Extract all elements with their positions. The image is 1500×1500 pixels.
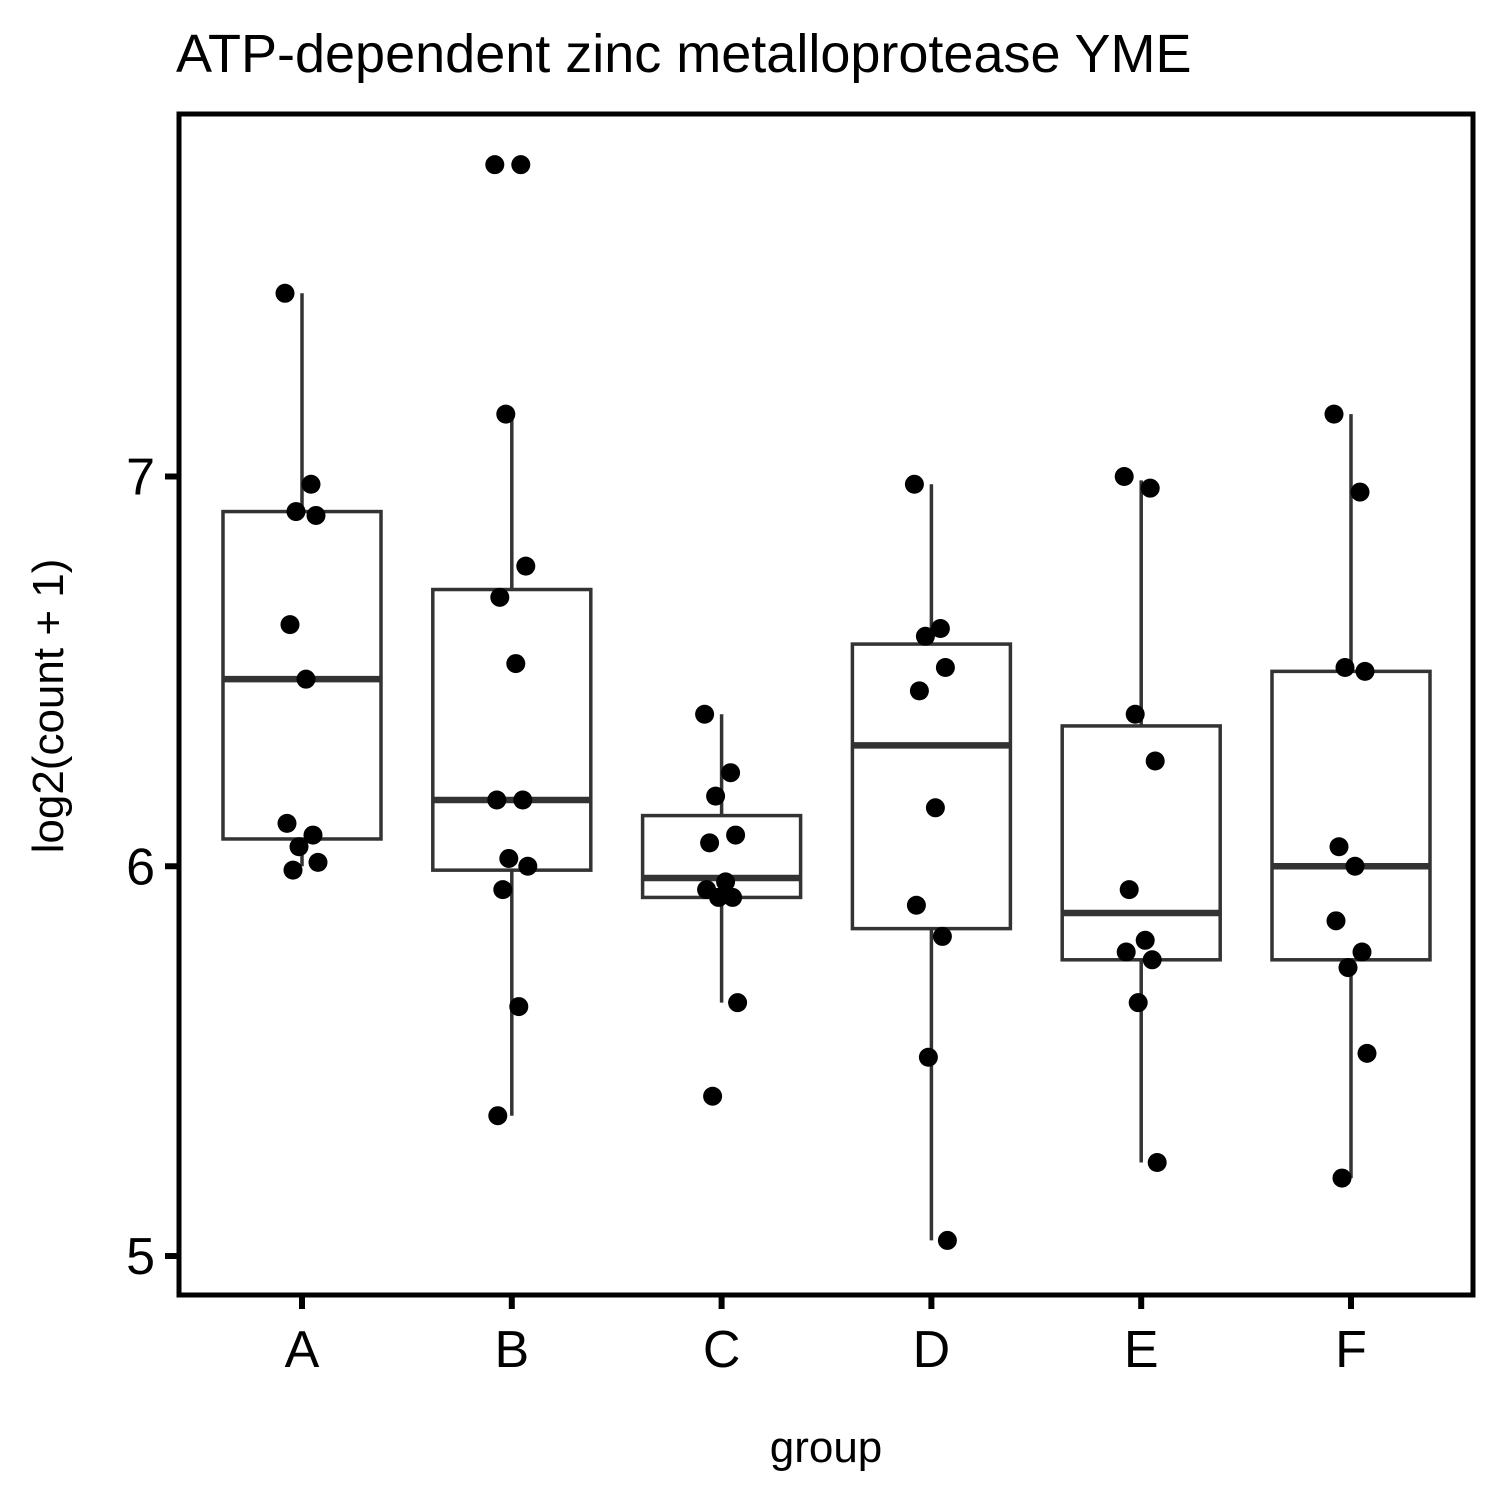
data-point [1147, 1152, 1167, 1172]
data-point [904, 474, 924, 494]
data-point [1119, 880, 1139, 900]
data-point [937, 1230, 957, 1250]
points-group-C [695, 704, 748, 1106]
box-group-E [1060, 480, 1222, 1163]
data-point [1145, 751, 1165, 771]
data-point [283, 860, 303, 880]
data-point [516, 556, 536, 576]
data-point [1329, 837, 1349, 857]
data-point [1326, 911, 1346, 931]
plot-frame [176, 111, 1476, 1298]
data-point [275, 283, 295, 303]
data-point [303, 825, 323, 845]
box-group-D [850, 484, 1013, 1241]
data-point [915, 626, 935, 646]
data-point [488, 1106, 508, 1126]
y-tick-label: 5 [126, 1228, 155, 1286]
box-group-F [1270, 414, 1432, 1179]
data-point [518, 856, 538, 876]
data-point [930, 618, 950, 638]
data-point [935, 657, 955, 677]
points-group-D [904, 474, 957, 1250]
data-point [306, 505, 326, 525]
data-point [932, 926, 952, 946]
box-iqr [431, 587, 593, 872]
data-point [723, 887, 743, 907]
data-point [1116, 942, 1136, 962]
points-group-E [1114, 466, 1167, 1172]
box-iqr [1270, 669, 1432, 962]
box-group-B [431, 414, 593, 1116]
data-point [1355, 661, 1375, 681]
x-tick-label: B [494, 1321, 529, 1379]
data-point [499, 848, 519, 868]
data-point [1335, 657, 1355, 677]
points-group-A [275, 283, 328, 880]
data-point [513, 790, 533, 810]
data-point [1128, 993, 1148, 1013]
data-point [1142, 950, 1162, 970]
data-point [909, 681, 929, 701]
data-point [709, 887, 729, 907]
data-point [1345, 856, 1365, 876]
data-point [289, 837, 309, 857]
data-point [487, 790, 507, 810]
data-point [1332, 1168, 1352, 1188]
data-point [280, 615, 300, 635]
data-point [728, 993, 748, 1013]
data-point [506, 654, 526, 674]
data-point [296, 669, 316, 689]
x-tick-label: D [913, 1321, 951, 1379]
data-point [726, 825, 746, 845]
data-point [918, 1047, 938, 1067]
x-axis-title: group [770, 1423, 883, 1472]
data-point [496, 404, 516, 424]
data-point [703, 1086, 723, 1106]
data-point [925, 798, 945, 818]
data-point [1352, 942, 1372, 962]
data-point [716, 872, 736, 892]
data-point [1324, 404, 1344, 424]
data-point [906, 895, 926, 915]
data-point [721, 763, 741, 783]
data-point [1350, 482, 1370, 502]
data-point [1135, 930, 1155, 950]
points-group-B [485, 155, 538, 1126]
chart-title: ATP-dependent zinc metalloprotease YME [176, 24, 1192, 84]
box-iqr [1060, 724, 1222, 962]
data-point [1125, 704, 1145, 724]
data-point [1114, 466, 1134, 486]
data-point [511, 155, 531, 175]
axes: 5 6 7 A B C D E F [126, 448, 1367, 1379]
points-group-F [1324, 404, 1377, 1188]
data-point [1338, 958, 1358, 978]
data-point [1140, 478, 1160, 498]
data-point [490, 587, 510, 607]
data-point [277, 813, 297, 833]
data-point [706, 786, 726, 806]
data-point [493, 880, 513, 900]
x-tick-label: E [1124, 1321, 1159, 1379]
data-point [485, 155, 505, 175]
box-iqr [850, 642, 1013, 931]
x-tick-label: A [285, 1321, 320, 1379]
data-point [1357, 1043, 1377, 1063]
data-point [700, 833, 720, 853]
data-point [695, 704, 715, 724]
x-tick-label: C [703, 1321, 741, 1379]
y-axis-title: log2(count + 1) [24, 559, 73, 854]
data-point [509, 997, 529, 1017]
data-point [301, 474, 321, 494]
y-tick-label: 7 [126, 448, 155, 506]
x-tick-label: F [1335, 1321, 1367, 1379]
y-tick-label: 6 [126, 838, 155, 896]
plot-area [221, 155, 1432, 1250]
data-point [308, 852, 328, 872]
data-point [286, 502, 306, 522]
